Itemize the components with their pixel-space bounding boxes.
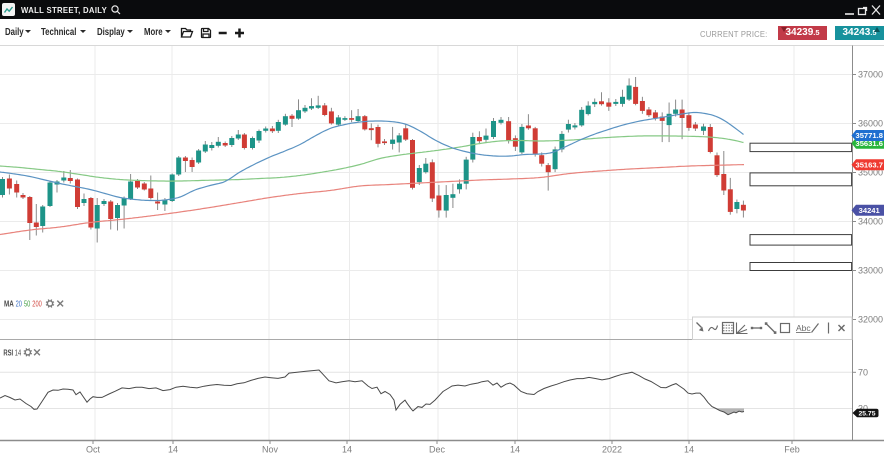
- svg-text:200: 200: [32, 300, 42, 309]
- svg-text:RSI: RSI: [3, 348, 13, 357]
- svg-text:20: 20: [16, 300, 23, 309]
- svg-text:70: 70: [858, 367, 868, 377]
- svg-text:37000: 37000: [858, 70, 883, 80]
- svg-text:Oct: Oct: [86, 445, 101, 455]
- svg-text:33000: 33000: [858, 266, 883, 276]
- svg-text:Feb: Feb: [784, 445, 800, 455]
- svg-text:2022: 2022: [602, 445, 622, 455]
- svg-text:Nov: Nov: [262, 445, 279, 455]
- svg-text:14: 14: [684, 445, 694, 455]
- svg-text:Dec: Dec: [429, 445, 446, 455]
- svg-text:25.75: 25.75: [858, 411, 875, 418]
- svg-text:32000: 32000: [858, 315, 883, 325]
- svg-text:MA: MA: [4, 300, 14, 309]
- svg-text:36000: 36000: [858, 119, 883, 129]
- svg-text:14: 14: [342, 445, 352, 455]
- svg-text:34241: 34241: [859, 206, 881, 215]
- svg-text:34000: 34000: [858, 217, 883, 227]
- svg-text:35771.8: 35771.8: [855, 131, 882, 140]
- svg-text:14: 14: [168, 445, 178, 455]
- svg-text:50: 50: [24, 300, 31, 309]
- svg-text:Abc: Abc: [796, 323, 811, 333]
- svg-text:14: 14: [15, 348, 22, 357]
- svg-text:35163.7: 35163.7: [855, 160, 882, 169]
- svg-text:14: 14: [510, 445, 520, 455]
